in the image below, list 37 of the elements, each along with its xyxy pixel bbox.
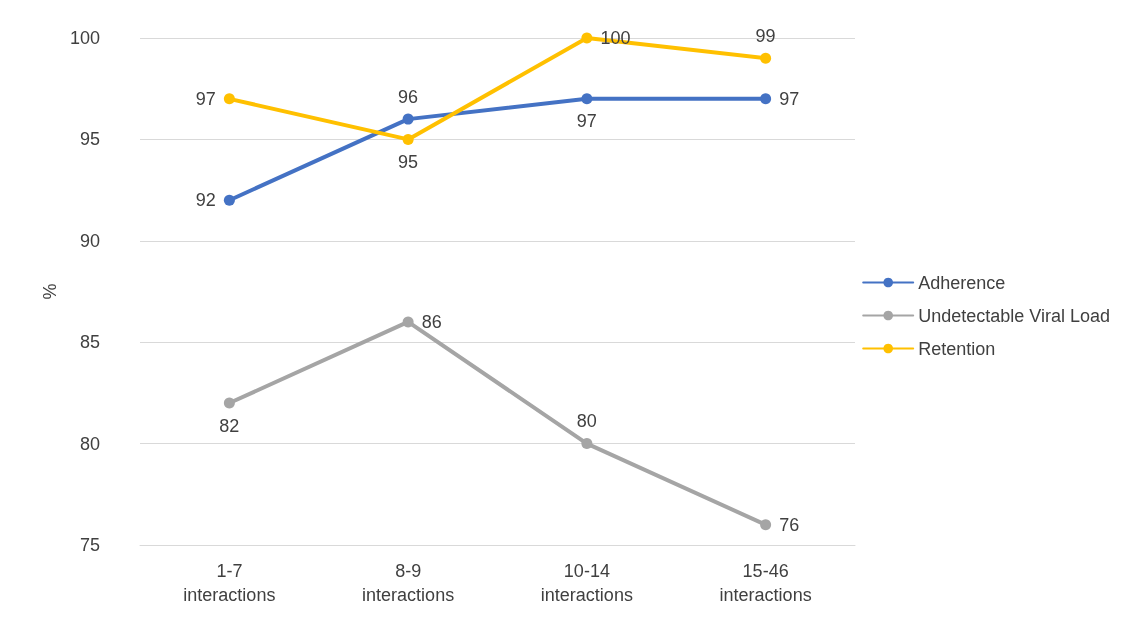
- point: [402, 133, 414, 145]
- data-label: 80: [576, 411, 597, 432]
- data-label: 95: [398, 151, 419, 172]
- legend-label: Undetectable Viral Load: [918, 305, 1111, 326]
- data-label: 86: [421, 311, 442, 332]
- y-tick-label: 90: [79, 230, 100, 251]
- data-label: 99: [755, 25, 776, 46]
- legend-label: Adherence: [918, 272, 1006, 293]
- y-tick-label: 100: [69, 28, 100, 48]
- point: [223, 194, 235, 206]
- y-axis-title: %: [40, 283, 61, 300]
- point: [760, 519, 772, 531]
- point: [760, 93, 772, 105]
- x-tick-label: 1-7 interactions: [183, 561, 276, 605]
- point: [402, 316, 414, 328]
- x-tick-label: 10-14 interactions: [540, 561, 633, 605]
- x-tick-label: 15-46 interactions: [719, 561, 812, 605]
- point: [223, 93, 235, 105]
- point: [581, 32, 593, 44]
- data-label: 92: [195, 190, 216, 211]
- y-tick-label: 95: [79, 129, 100, 150]
- x-tick-label: 8-9 interactions: [362, 561, 455, 605]
- point: [402, 113, 414, 125]
- data-label: 97: [576, 111, 597, 132]
- y-tick-label: 80: [79, 433, 100, 454]
- point: [223, 397, 235, 409]
- point: [760, 52, 772, 64]
- data-label: 82: [219, 415, 240, 436]
- data-label: 97: [779, 88, 800, 109]
- y-tick-label: 75: [79, 535, 100, 555]
- y-tick-label: 85: [79, 332, 100, 353]
- legend-label: Retention: [918, 338, 996, 359]
- data-label: 76: [779, 514, 800, 535]
- data-label: 96: [398, 86, 419, 107]
- point: [581, 93, 593, 105]
- point: [581, 438, 593, 450]
- data-label: 97: [195, 88, 216, 109]
